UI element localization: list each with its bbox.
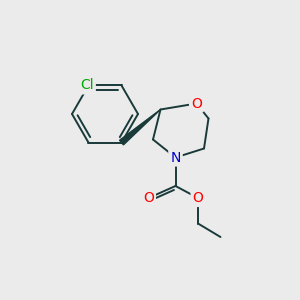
Text: N: N: [170, 151, 181, 164]
Text: O: O: [143, 191, 154, 205]
Text: O: O: [193, 191, 203, 205]
Text: Cl: Cl: [80, 78, 94, 92]
Text: O: O: [191, 97, 202, 110]
Polygon shape: [120, 110, 160, 145]
